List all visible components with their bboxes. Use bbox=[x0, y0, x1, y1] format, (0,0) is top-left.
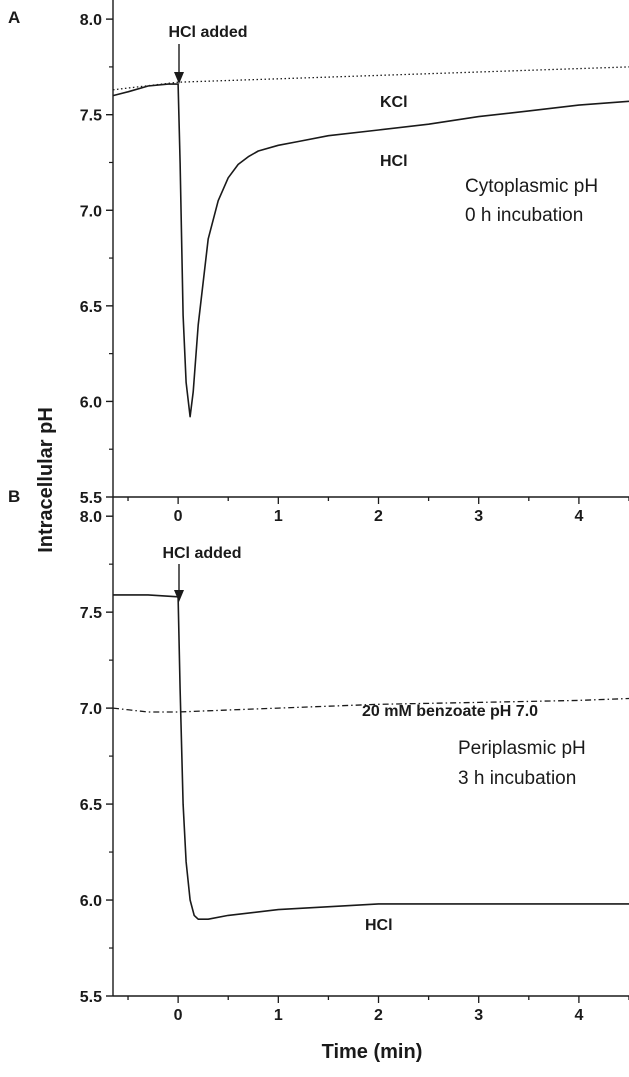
panel-b-series-line-0 bbox=[112, 697, 629, 713]
panel-a-letter: A bbox=[8, 8, 20, 27]
panel-b-y-tick-label: 5.5 bbox=[80, 989, 102, 1006]
panel-a-kcl-series-label: KCl bbox=[380, 94, 408, 111]
panel-b-chart: 5.5 6.0 6.5 7.0 7.5 8.0 0 1 2 3 4 HCl added 20 mM … bbox=[80, 497, 629, 1024]
panel-b-x-tick-label: 3 bbox=[474, 1007, 483, 1024]
panel-b-x-tick-label: 0 bbox=[174, 1007, 183, 1024]
panel-b-letter: B bbox=[8, 487, 20, 506]
panel-b-series bbox=[112, 594, 629, 921]
panel-a-condition-line2: 0 h incubation bbox=[465, 205, 583, 226]
panel-a-y-tick-label: 5.5 bbox=[80, 490, 102, 507]
panel-b-benzoate-series-label: 20 mM benzoate pH 7.0 bbox=[362, 703, 538, 720]
panel-b-condition-line1: Periplasmic pH bbox=[458, 738, 586, 759]
panel-a-hcl-added-label: HCl added bbox=[168, 24, 247, 41]
panel-a-x-tick-label: 3 bbox=[474, 508, 483, 525]
panel-b-hcl-added-label: HCl added bbox=[162, 545, 241, 562]
panel-b-y-tick-label: 7.0 bbox=[80, 701, 102, 718]
panel-b-series-line-1 bbox=[113, 594, 629, 921]
panel-a-series-line-1 bbox=[112, 83, 629, 418]
panel-b-y-tick-label: 6.5 bbox=[80, 797, 102, 814]
panel-a-arrowhead-icon bbox=[174, 72, 184, 84]
panel-a-y-tick-label: 6.0 bbox=[80, 394, 102, 411]
panel-a-condition-line1: Cytoplasmic pH bbox=[465, 176, 598, 197]
panel-a-series bbox=[112, 66, 629, 418]
panel-a-series-line-0 bbox=[112, 66, 629, 91]
panel-b-x-tick-label: 4 bbox=[574, 1007, 583, 1024]
panel-a-x-tick-label: 1 bbox=[274, 508, 283, 525]
panel-b-y-tick-label: 8.0 bbox=[80, 509, 102, 526]
y-axis-title: Intracellular pH bbox=[35, 407, 57, 553]
panel-b-hcl-series-label: HCl bbox=[365, 917, 393, 934]
panel-a-y-tick-label: 6.5 bbox=[80, 299, 102, 316]
panel-a-x-tick-label: 2 bbox=[374, 508, 383, 525]
panel-b-x-tick-label: 1 bbox=[274, 1007, 283, 1024]
panel-b-y-tick-label: 6.0 bbox=[80, 893, 102, 910]
panel-a-hcl-series-label: HCl bbox=[380, 153, 408, 170]
panel-a-y-tick-label: 8.0 bbox=[80, 12, 102, 29]
panel-a-y-tick-label: 7.0 bbox=[80, 203, 102, 220]
panel-b-axes: 5.5 6.0 6.5 7.0 7.5 8.0 0 1 2 3 4 bbox=[80, 497, 629, 1024]
panel-b-y-tick-label: 7.5 bbox=[80, 605, 102, 622]
panel-a-x-tick-label: 4 bbox=[574, 508, 583, 525]
panel-a-chart: 5.5 6.0 6.5 7.0 7.5 8.0 0 1 2 3 4 HCl added KCl HC… bbox=[80, 0, 629, 525]
panel-b-arrowhead-icon bbox=[174, 590, 184, 602]
panel-b-condition-line2: 3 h incubation bbox=[458, 768, 576, 789]
panel-b-x-tick-label: 2 bbox=[374, 1007, 383, 1024]
panel-a-y-tick-label: 7.5 bbox=[80, 108, 102, 125]
panel-a-axes: 5.5 6.0 6.5 7.0 7.5 8.0 0 1 2 3 4 bbox=[80, 0, 629, 525]
x-axis-title: Time (min) bbox=[322, 1041, 423, 1063]
panel-a-x-tick-label: 0 bbox=[174, 508, 183, 525]
